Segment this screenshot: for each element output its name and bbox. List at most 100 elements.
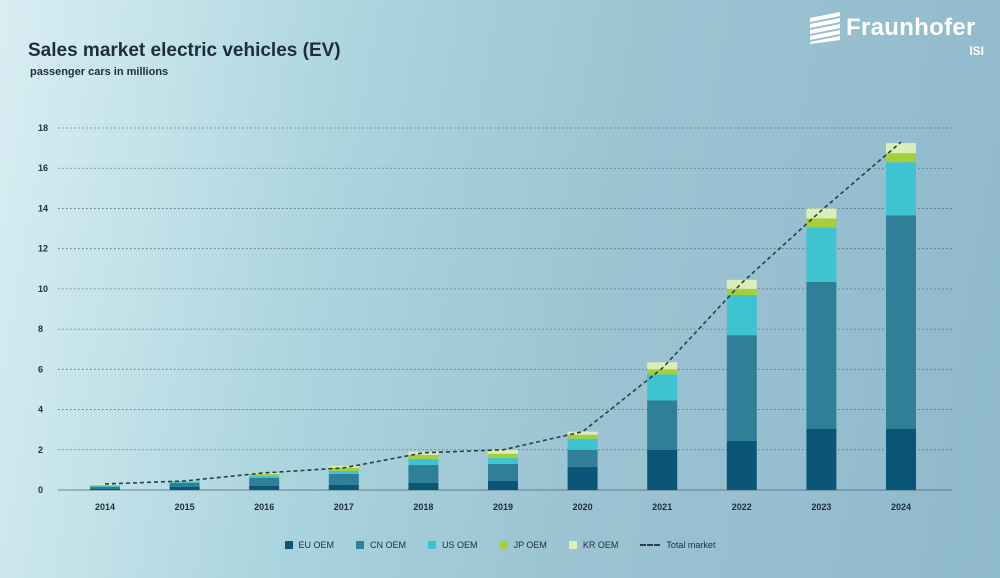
- bar-segment: [249, 475, 280, 478]
- x-tick-label: 2016: [254, 502, 274, 512]
- x-tick-label: 2015: [175, 502, 195, 512]
- brand-subtitle: ISI: [969, 44, 984, 58]
- bar-segment: [647, 362, 678, 370]
- legend-swatch: [568, 541, 577, 549]
- legend-label: CN OEM: [370, 540, 407, 550]
- x-tick-label: 2021: [652, 502, 672, 512]
- bar-segment: [328, 473, 359, 485]
- bar-segment: [886, 143, 916, 154]
- bar-segment: [169, 486, 200, 490]
- bar-segment: [488, 480, 518, 490]
- y-tick-label: 18: [38, 123, 48, 133]
- y-tick-label: 0: [38, 485, 43, 495]
- y-tick-label: 10: [38, 284, 48, 294]
- legend-item: JP OEM: [499, 540, 547, 550]
- bar-segment: [647, 400, 678, 450]
- legend-swatch: [428, 541, 437, 549]
- bar-segment: [328, 484, 359, 490]
- x-tick-label: 2024: [891, 502, 911, 512]
- legend-label: EU OEM: [298, 540, 335, 550]
- bar-segment: [806, 208, 837, 219]
- legend-label: Total market: [666, 540, 716, 550]
- bar-segment: [567, 466, 598, 490]
- bar-segment: [488, 449, 518, 454]
- legend-item: US OEM: [428, 540, 478, 550]
- bar-segment: [249, 472, 280, 474]
- y-tick-label: 12: [38, 244, 48, 254]
- bar-segment: [567, 449, 598, 467]
- bar-segment: [726, 279, 757, 289]
- x-tick-label: 2023: [811, 502, 831, 512]
- y-tick-label: 16: [38, 163, 48, 173]
- brand-name: Fraunhofer: [846, 14, 976, 41]
- fraunhofer-logo-icon: [810, 12, 840, 44]
- x-tick-label: 2018: [413, 502, 433, 512]
- bar-segment: [90, 483, 120, 485]
- bar-segment: [726, 440, 757, 490]
- y-tick-label: 14: [38, 203, 48, 213]
- chart-subtitle: passenger cars in millions: [30, 66, 169, 78]
- bar-segment: [408, 482, 439, 490]
- bar-segment: [726, 294, 757, 336]
- bar-segment: [886, 428, 916, 490]
- x-tick-label: 2022: [732, 502, 752, 512]
- legend-swatch: [284, 541, 293, 549]
- bar-segment: [806, 281, 837, 429]
- y-tick-label: 4: [38, 405, 43, 415]
- bar-segment: [726, 288, 757, 295]
- bar-segment: [169, 482, 200, 487]
- x-tick-label: 2014: [95, 502, 115, 512]
- y-tick-label: 2: [38, 445, 43, 455]
- legend-label: KR OEM: [582, 540, 619, 550]
- bar-segment: [328, 465, 359, 468]
- legend-label: US OEM: [442, 540, 478, 550]
- bar-segment: [806, 227, 837, 282]
- fraunhofer-logo: Fraunhofer ISI: [810, 12, 986, 62]
- bar-segment: [249, 473, 280, 476]
- x-tick-label: 2020: [573, 502, 593, 512]
- bar-segment: [328, 467, 359, 471]
- legend-item-total-market: Total market: [640, 540, 715, 550]
- bar-segment: [806, 218, 837, 228]
- bar-segment: [408, 458, 439, 465]
- bar-segment: [328, 470, 359, 474]
- total-market-line: [104, 141, 902, 485]
- bar-segment: [90, 486, 120, 489]
- bar-segment: [647, 374, 678, 401]
- bar-segment: [249, 477, 280, 486]
- bar-segment: [90, 484, 120, 486]
- y-tick-label: 8: [38, 324, 43, 334]
- bar-segment: [886, 153, 916, 163]
- bar-segment: [567, 434, 598, 439]
- bar-segment: [886, 162, 916, 216]
- bar-segment: [90, 485, 120, 487]
- chart-title: Sales market electric vehicles (EV): [28, 40, 341, 61]
- x-tick-label: 2019: [493, 502, 513, 512]
- bar-segment: [488, 463, 518, 481]
- y-tick-label: 6: [38, 364, 43, 374]
- bar-segment: [647, 369, 678, 375]
- bar-segment: [647, 449, 678, 490]
- legend-swatch: [356, 541, 365, 549]
- legend-item: CN OEM: [356, 540, 406, 550]
- legend-item: EU OEM: [284, 540, 335, 550]
- x-tick-label: 2017: [334, 502, 354, 512]
- bar-segment: [408, 464, 439, 483]
- chart-legend: EU OEM CN OEM US OEM JP OEM KR OEM Total mark…: [0, 540, 1000, 550]
- legend-label: JP OEM: [513, 540, 547, 550]
- legend-item: KR OEM: [568, 540, 619, 550]
- bar-segment: [408, 451, 439, 455]
- legend-swatch: [499, 541, 508, 549]
- bar-segment: [567, 431, 598, 435]
- bar-segment: [567, 438, 598, 450]
- bar-segment: [90, 488, 120, 490]
- bar-segment: [726, 335, 757, 441]
- bar-segment: [169, 481, 200, 483]
- bar-segment: [488, 453, 518, 458]
- bar-segment: [886, 215, 916, 429]
- bar-segment: [408, 454, 439, 459]
- legend-dashed-line: [640, 544, 661, 546]
- bar-segment: [488, 457, 518, 464]
- bar-segment: [806, 428, 837, 490]
